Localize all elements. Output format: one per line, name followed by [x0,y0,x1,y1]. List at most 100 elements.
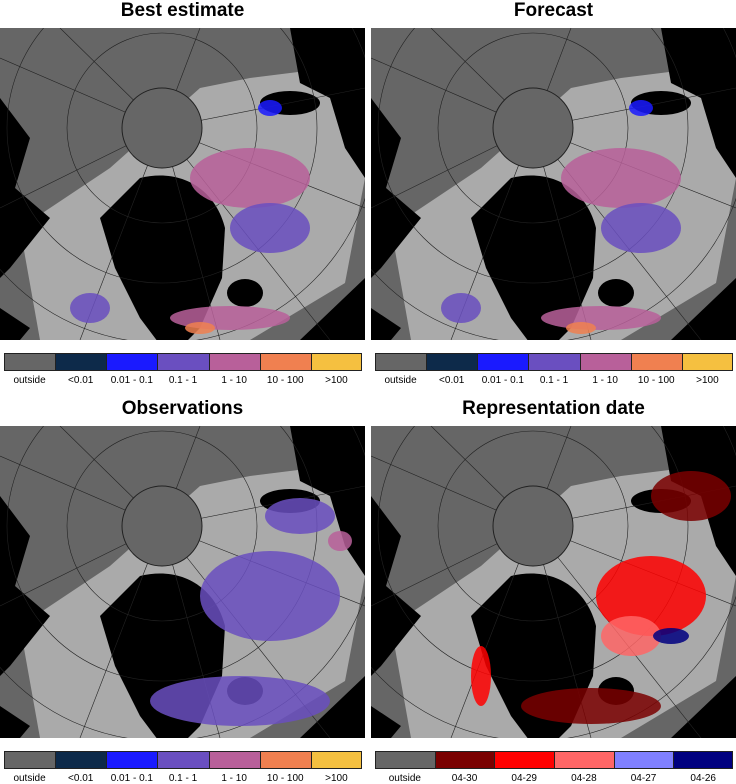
legend-item: 1 - 10 [208,751,260,784]
field-area [258,100,282,116]
legend-swatch [673,751,734,769]
legend-item: 04-29 [494,751,555,784]
legend-label: 0.01 - 0.1 [481,375,524,386]
legend-label: >100 [325,773,348,784]
legend-swatch [259,353,311,371]
legend-swatch [375,353,427,371]
legend-label: 04-30 [451,773,478,784]
field-area [265,498,335,534]
legend-label: <0.01 [68,375,94,386]
field-area [150,676,330,726]
legend-label: 10 - 100 [637,375,675,386]
legend: outside 04-30 04-29 04-28 04-27 04-26 [375,751,734,784]
legend-swatch [579,353,631,371]
legend-label: 04-28 [571,773,597,784]
legend-swatch [494,751,555,769]
legend-label: 0.1 - 1 [539,375,569,386]
legend-swatch [528,353,580,371]
legend-item: outside [4,751,56,784]
field-area [521,688,661,724]
legend-item: >100 [310,751,362,784]
legend-item: <0.01 [55,353,107,386]
panel: Observations outside <0.01 0.01 - 0.1 0.1 - … [0,398,365,784]
legend-swatch [613,751,674,769]
legend-label: 04-27 [630,773,657,784]
legend-item: <0.01 [426,353,478,386]
legend-label: outside [388,773,421,784]
legend-label: 0.1 - 1 [168,773,198,784]
legend-swatch [4,751,56,769]
legend-item: outside [4,353,56,386]
legend-item: 10 - 100 [630,353,682,386]
legend-item: 0.1 - 1 [157,353,209,386]
legend: outside <0.01 0.01 - 0.1 0.1 - 1 1 - 10 10 - … [4,353,362,386]
legend-item: 1 - 10 [579,353,631,386]
legend-item: outside [375,751,435,784]
legend-item: >100 [310,353,362,386]
legend-swatch [106,751,158,769]
legend-swatch [434,751,495,769]
legend-swatch [208,353,260,371]
legend-swatch [157,751,209,769]
legend-swatch [375,751,435,769]
field-area [70,293,110,323]
legend-swatch [4,353,56,371]
field-area [200,551,340,641]
field-area [629,100,653,116]
legend-swatch [106,353,158,371]
legend-item: 04-26 [673,751,734,784]
legend-label: 10 - 100 [266,375,304,386]
field-area [471,646,491,706]
legend-swatch [55,751,107,769]
field-area [653,628,689,644]
legend-label: outside [384,375,417,386]
legend-item: 04-28 [554,751,614,784]
legend-label: 1 - 10 [221,375,247,386]
panel: Best estimate outside <0.01 0.01 - 0.1 0.1 -… [0,0,365,386]
legend-label: 04-26 [690,773,716,784]
legend-label: 0.01 - 0.1 [110,773,153,784]
legend-item: 04-27 [613,751,674,784]
basemap [371,28,736,340]
basemap [0,28,365,340]
panel: Forecast outside <0.01 0.01 - 0.1 0.1 - 1 1 -… [371,0,736,386]
legend: outside <0.01 0.01 - 0.1 0.1 - 1 1 - 10 10 - … [375,353,733,386]
legend-swatch [310,751,362,769]
field-area [541,306,661,330]
legend-item: 0.1 - 1 [157,751,209,784]
legend-swatch [208,751,260,769]
map [0,426,365,738]
field-area [190,148,310,208]
legend-swatch [259,751,311,769]
field-area [566,322,596,334]
legend-item: outside [375,353,427,386]
legend-label: 1 - 10 [221,773,247,784]
legend-item: 1 - 10 [208,353,260,386]
legend-label: outside [13,375,46,386]
legend-item: 10 - 100 [259,353,311,386]
panel-title: Forecast [513,0,594,21]
legend-label: 0.1 - 1 [168,375,198,386]
panel-title: Best estimate [120,0,245,21]
legend-item: 0.01 - 0.1 [106,353,158,386]
panel: Representation date outside 04-30 04-29 04-2… [371,398,736,784]
map [371,28,736,340]
field-area [596,556,706,636]
legend-swatch [55,353,107,371]
legend-item: >100 [681,353,733,386]
legend-swatch [157,353,209,371]
legend-item: <0.01 [55,751,107,784]
legend-item: 0.1 - 1 [528,353,580,386]
legend-swatch [554,751,614,769]
legend-swatch [681,353,733,371]
legend-label: 0.01 - 0.1 [110,375,153,386]
legend-label: >100 [696,375,719,386]
map [0,28,365,340]
legend-swatch [630,353,682,371]
field-area [601,203,681,253]
legend-swatch [477,353,529,371]
legend-label: <0.01 [439,375,465,386]
legend-label: 10 - 100 [266,773,304,784]
legend-label: 1 - 10 [592,375,618,386]
panel-title: Observations [121,398,244,419]
